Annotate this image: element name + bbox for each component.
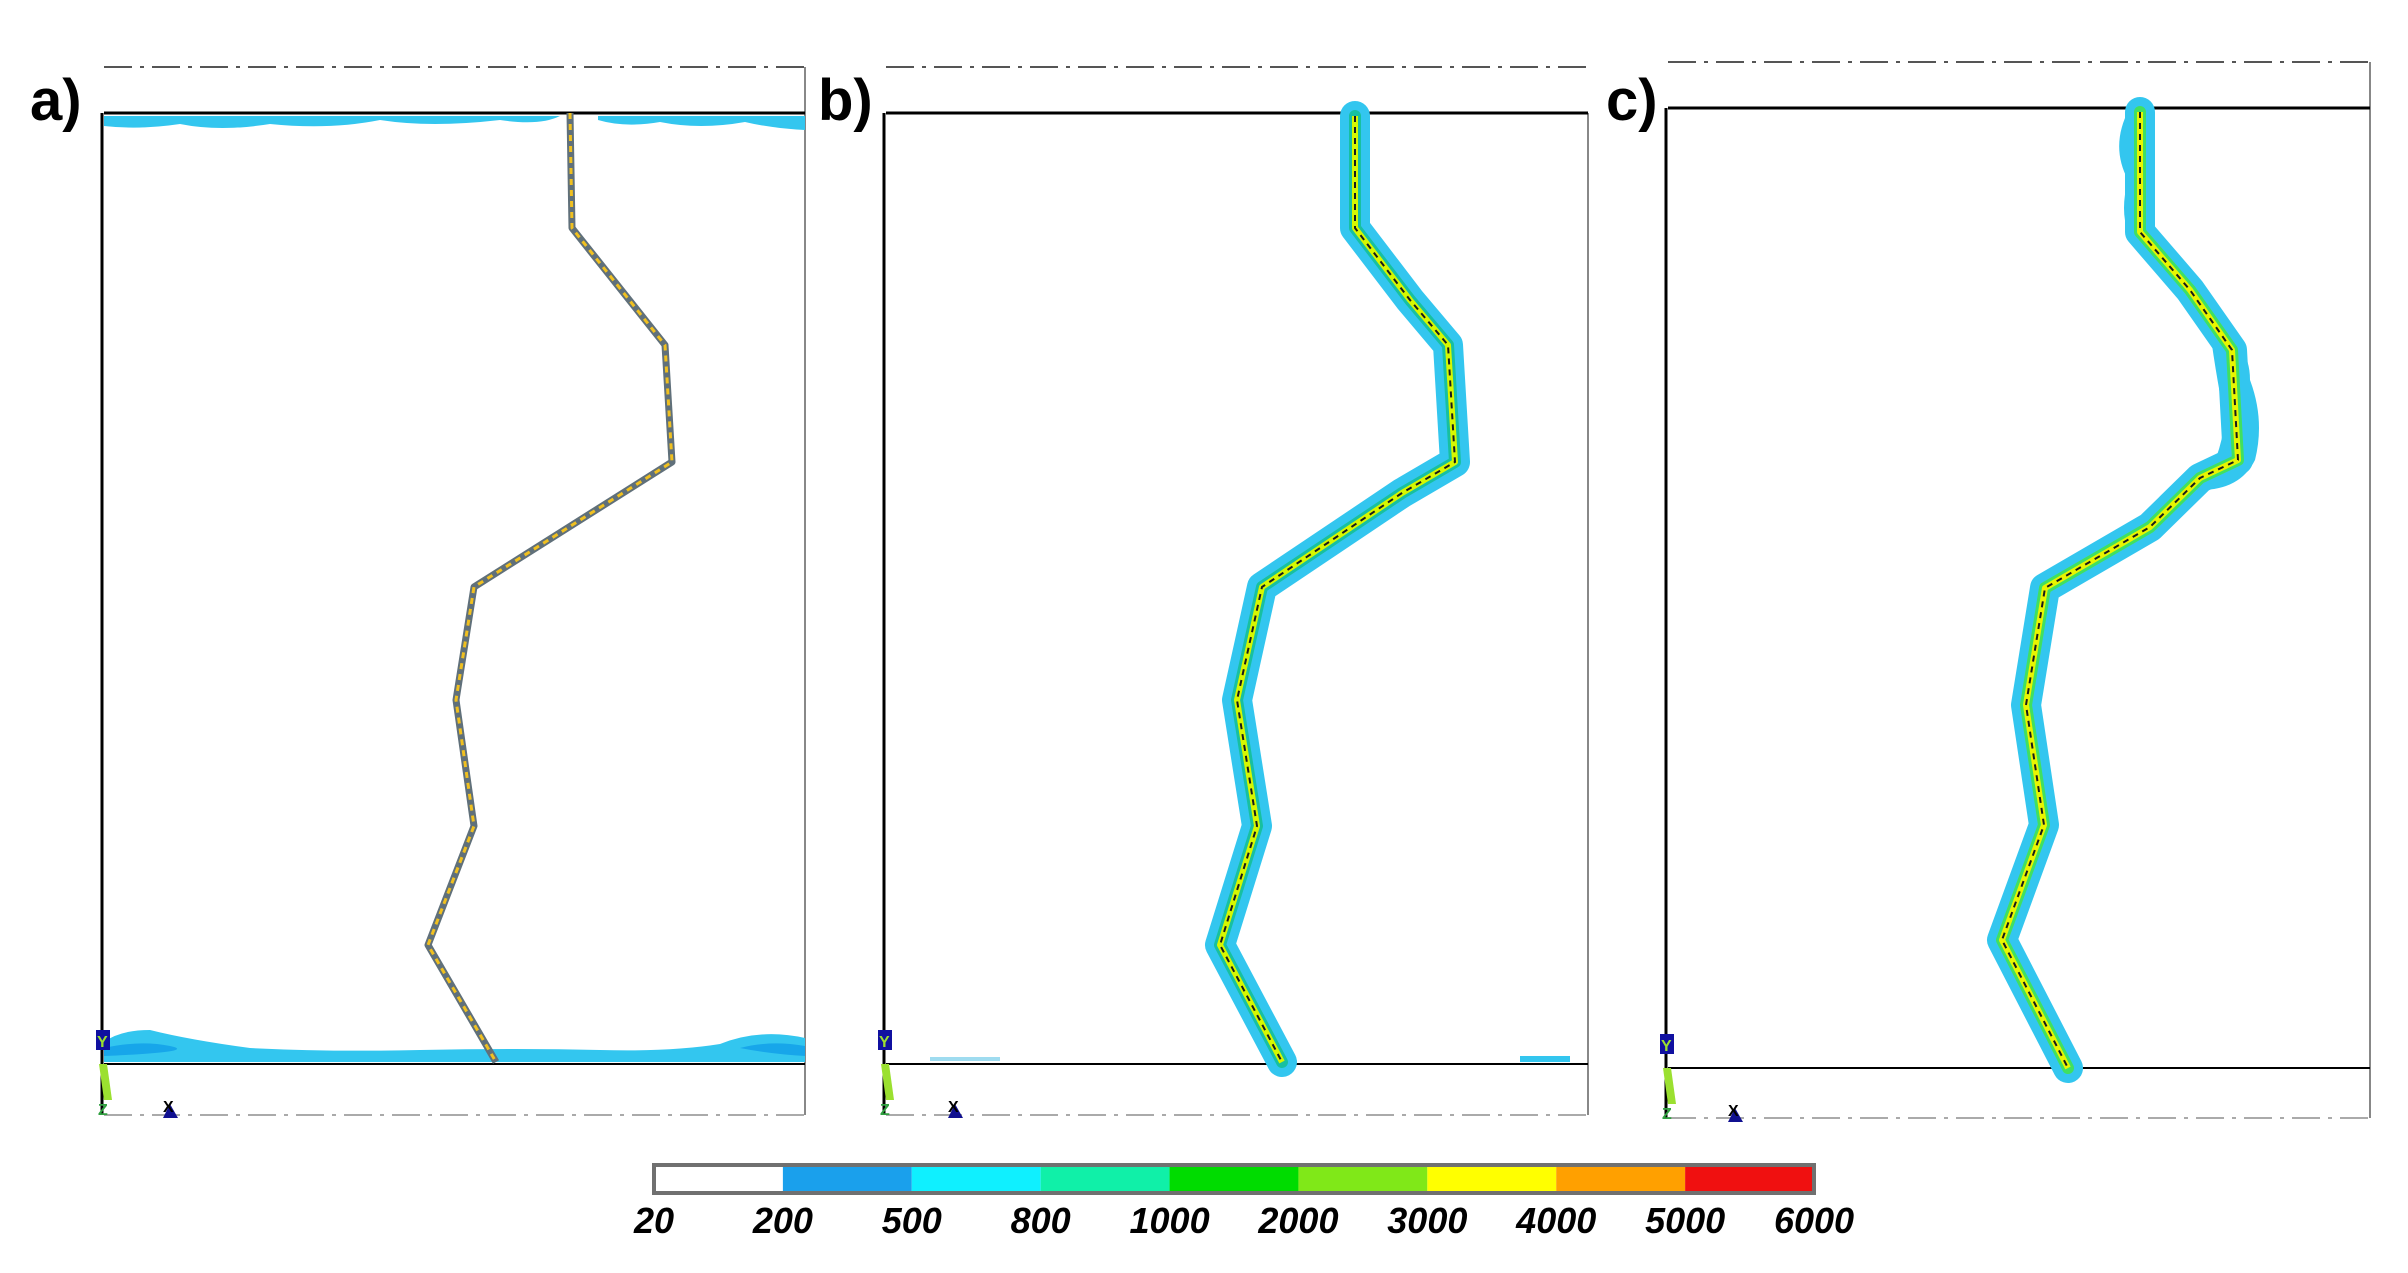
panel-c-triad-x-letter: X bbox=[1728, 1103, 1739, 1120]
colorbar-segment bbox=[1298, 1165, 1428, 1193]
panel-c-crack-centerline bbox=[2001, 112, 2239, 1069]
colorbar-segment bbox=[1685, 1165, 1814, 1193]
colorbar-tick-label: 2000 bbox=[1258, 1200, 1339, 1241]
colorbar-segment bbox=[1556, 1165, 1686, 1193]
panel-a-triad-x-marker bbox=[163, 1104, 178, 1118]
panel-b: Y Z X bbox=[878, 66, 1589, 1119]
colorbar-segment bbox=[911, 1165, 1041, 1193]
panel-a-triad-x-letter: X bbox=[163, 1099, 174, 1116]
colorbar-tick-label: 6000 bbox=[1773, 1200, 1855, 1241]
panel-c-label: c) bbox=[1606, 68, 1658, 133]
panel-b-crack-halo bbox=[1205, 101, 1470, 1077]
panel-b-triad-y-letter: Y bbox=[879, 1034, 890, 1051]
colorbar-tick-label: 200 bbox=[752, 1200, 813, 1241]
colorbar-tick-label: 20 bbox=[633, 1200, 675, 1241]
colorbar-tick-label: 3000 bbox=[1387, 1200, 1468, 1241]
panel-a: Y Z X bbox=[96, 66, 806, 1119]
panel-b-label: b) bbox=[818, 68, 873, 133]
colorbar-segment bbox=[1040, 1165, 1170, 1193]
colorbar-tick-label: 4000 bbox=[1516, 1200, 1597, 1241]
colorbar bbox=[652, 1163, 1816, 1195]
panel-a-crack-core bbox=[426, 112, 674, 1063]
panel-c-crack-halo bbox=[1987, 97, 2253, 1083]
panel-c-triad-y-letter: Y bbox=[1661, 1038, 1672, 1055]
panel-b-triad-x-letter: X bbox=[948, 1099, 959, 1116]
panel-b-triad-z-arm bbox=[881, 1064, 894, 1100]
panel-a-triad-y-letter: Y bbox=[97, 1034, 108, 1051]
panel-b-triad-x-marker bbox=[948, 1104, 963, 1118]
panel-a-crack-outline bbox=[424, 112, 676, 1064]
panel-b-bottom-damage-spot-left bbox=[930, 1057, 1000, 1061]
colorbar-segment bbox=[782, 1165, 912, 1193]
colorbar-tick-label: 500 bbox=[881, 1200, 942, 1241]
colorbar-tick-label: 1000 bbox=[1129, 1200, 1210, 1241]
panel-a-label: a) bbox=[30, 68, 82, 133]
panel-a-top-damage-band-right bbox=[598, 116, 805, 130]
panel-a-triad-z-letter: Z bbox=[98, 1102, 108, 1119]
panel-a-triad-y-marker bbox=[96, 1030, 110, 1050]
panel-c-triad-z-arm bbox=[1663, 1068, 1676, 1104]
panel-b-crack-centerline bbox=[1219, 116, 1456, 1063]
panel-b-bottom-damage-spot bbox=[1520, 1056, 1570, 1062]
colorbar-segment bbox=[1169, 1165, 1299, 1193]
panel-b-triad-z-letter: Z bbox=[880, 1102, 890, 1119]
colorbar-segment bbox=[654, 1165, 783, 1193]
colorbar-tick-label: 5000 bbox=[1645, 1200, 1726, 1241]
panel-c: Y Z X bbox=[1660, 61, 2371, 1123]
colorbar-segment bbox=[1427, 1165, 1557, 1193]
panel-c-triad-y-marker bbox=[1660, 1034, 1674, 1054]
panel-a-triad-z-arm bbox=[99, 1064, 112, 1100]
colorbar-tick-label: 800 bbox=[1010, 1200, 1071, 1241]
colorbar-border bbox=[652, 1163, 1816, 1195]
panel-a-top-damage-band bbox=[104, 116, 560, 128]
panel-c-triad-x-marker bbox=[1728, 1108, 1743, 1122]
panel-b-triad-y-marker bbox=[878, 1030, 892, 1050]
panel-a-bottom-damage-band bbox=[104, 1030, 805, 1062]
panel-c-triad-z-letter: Z bbox=[1662, 1106, 1672, 1123]
